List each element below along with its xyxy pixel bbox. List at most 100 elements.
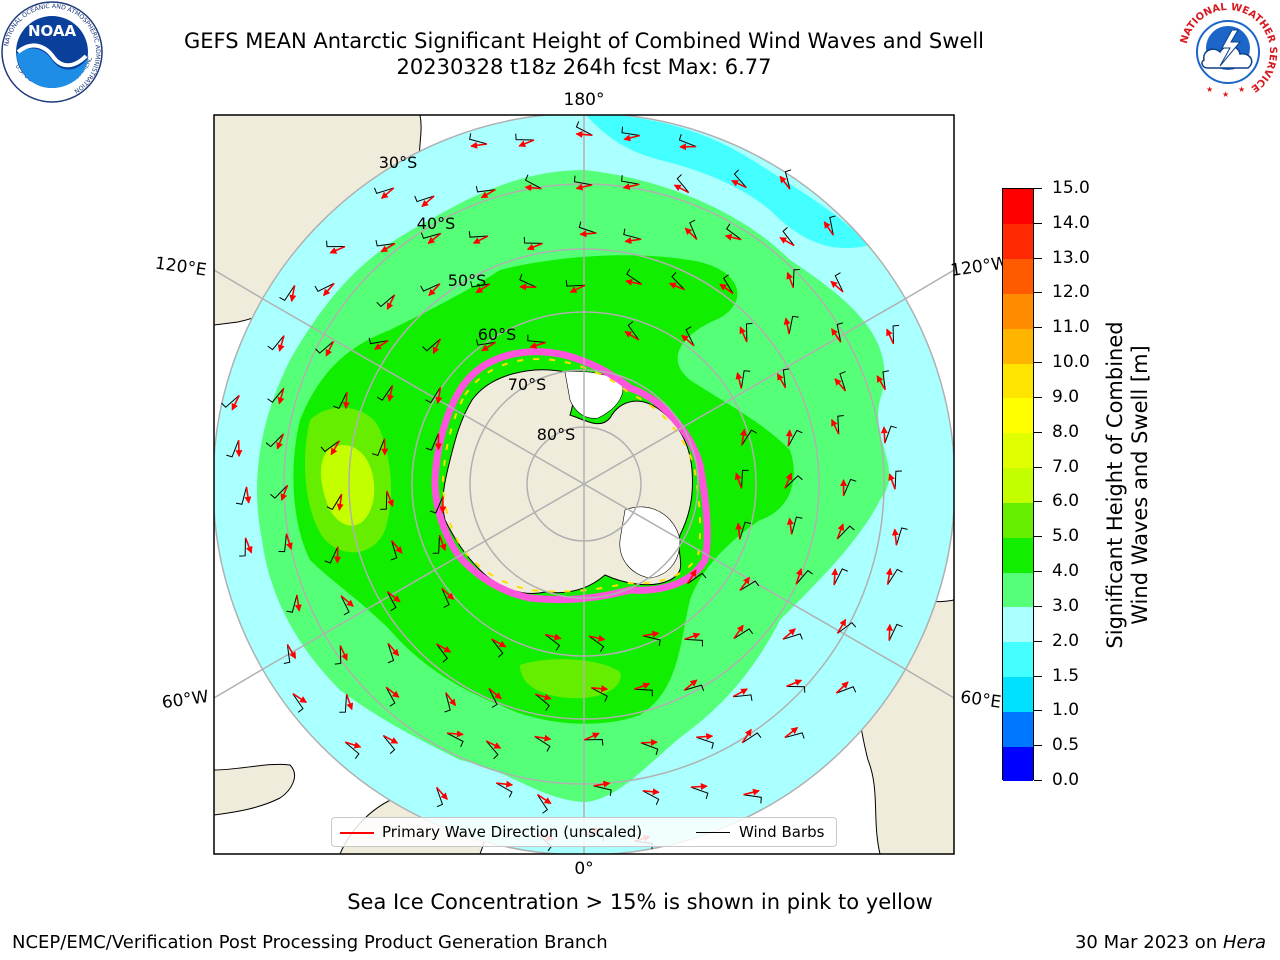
wave-direction-arrow bbox=[544, 633, 562, 641]
wave-direction-arrow bbox=[583, 732, 600, 741]
wave-direction-arrow bbox=[739, 428, 747, 446]
wind-barb bbox=[446, 732, 464, 748]
colorbar-tick-label: 1.0 bbox=[1052, 700, 1080, 721]
wind-barb bbox=[626, 268, 643, 285]
wind-barb bbox=[678, 134, 697, 148]
wind-barb bbox=[782, 226, 795, 246]
wind-barb bbox=[684, 684, 705, 691]
wave-direction-arrow bbox=[719, 283, 734, 295]
colorbar-tick bbox=[1034, 675, 1042, 677]
wave-direction-arrow bbox=[885, 567, 893, 585]
wave-direction-arrow bbox=[496, 780, 514, 788]
wave-direction-arrow bbox=[277, 335, 285, 352]
wave-direction-arrow bbox=[686, 569, 697, 585]
wave-direction-arrow bbox=[344, 741, 362, 749]
wave-direction-arrow bbox=[386, 490, 394, 508]
wind-barb bbox=[843, 478, 857, 497]
footer-credit: NCEP/EMC/Verification Post Processing Pr… bbox=[12, 932, 608, 953]
map-title-line1: GEFS MEAN Antarctic Significant Height o… bbox=[183, 29, 985, 53]
wave-direction-arrow bbox=[329, 245, 346, 254]
wind-barb bbox=[671, 271, 685, 291]
wave-direction-arrow bbox=[491, 638, 507, 648]
wind-barb bbox=[444, 692, 451, 713]
colorbar-tick bbox=[1034, 536, 1042, 538]
wave-direction-arrow bbox=[575, 183, 593, 191]
wave-direction-arrow bbox=[624, 330, 640, 341]
colorbar-segment bbox=[1003, 711, 1033, 747]
wind-barb bbox=[786, 685, 806, 693]
footer-date: 30 Mar 2023 on Hera bbox=[1075, 932, 1266, 953]
wave-direction-arrow bbox=[385, 686, 400, 698]
wind-barb bbox=[265, 433, 284, 448]
wave-direction-arrow bbox=[891, 528, 899, 546]
wind-barb bbox=[425, 433, 439, 451]
wave-direction-arrow bbox=[830, 280, 844, 293]
colorbar-tick bbox=[1034, 431, 1042, 433]
wind-barb bbox=[267, 387, 285, 403]
wind-barb bbox=[739, 580, 760, 591]
wind-barb bbox=[588, 635, 605, 652]
colorbar-tick bbox=[1034, 327, 1042, 329]
wind-barb bbox=[221, 394, 240, 408]
lon-label-60e: 60°W bbox=[161, 687, 210, 713]
graticule bbox=[214, 115, 954, 854]
wind-barb bbox=[836, 525, 855, 540]
lon-label-0: 0° bbox=[574, 859, 593, 879]
wave-direction-arrow bbox=[244, 486, 252, 504]
wave-direction-arrow bbox=[739, 576, 750, 591]
map-legend: Primary Wave Direction (unscaled) Wind B… bbox=[331, 817, 837, 847]
colorbar-segment bbox=[1003, 572, 1033, 608]
sea-ice-note: Sea Ice Concentration > 15% is shown in … bbox=[347, 890, 933, 914]
wind-barb bbox=[292, 693, 304, 713]
wind-barb bbox=[333, 392, 348, 410]
colorbar-tick bbox=[1034, 362, 1042, 364]
wind-barb bbox=[743, 794, 762, 804]
colorbar-tick-label: 0.5 bbox=[1052, 735, 1080, 756]
wave-direction-arrow bbox=[427, 232, 442, 244]
colorbar-tick-label: 12.0 bbox=[1052, 282, 1090, 303]
sea-ice-edge-yellow bbox=[441, 358, 702, 593]
colorbar-segment bbox=[1003, 746, 1033, 782]
lat-label-50s: 50°S bbox=[448, 271, 487, 290]
wave-direction-arrow bbox=[690, 783, 708, 791]
wind-barb bbox=[685, 326, 695, 347]
wave-direction-arrow bbox=[731, 179, 747, 189]
wind-barb bbox=[792, 269, 800, 288]
wave-direction-arrow bbox=[387, 385, 394, 403]
wave-direction-arrow bbox=[779, 237, 795, 247]
wind-barb bbox=[523, 236, 543, 244]
wave-direction-arrow bbox=[888, 473, 896, 490]
lon-label-120e: 120°E bbox=[154, 254, 208, 281]
colorbar-segment bbox=[1003, 432, 1033, 469]
wind-barb bbox=[279, 285, 296, 302]
wave-direction-arrow bbox=[741, 728, 752, 744]
wind-barb bbox=[340, 595, 350, 616]
wind-barb bbox=[385, 686, 396, 707]
wind-barb bbox=[623, 228, 642, 240]
wave-direction-arrow bbox=[681, 334, 695, 347]
wind-barb bbox=[689, 219, 698, 240]
wind-barb bbox=[621, 175, 640, 185]
colorbar-segment bbox=[1003, 467, 1033, 503]
wave-direction-arrow bbox=[735, 522, 743, 540]
wind-barb bbox=[887, 568, 903, 585]
colorbar-segment bbox=[1003, 293, 1033, 329]
wind-barb bbox=[267, 335, 285, 351]
colorbar-tick-label: 8.0 bbox=[1052, 421, 1080, 442]
wave-direction-arrow bbox=[380, 242, 396, 253]
colorbar-tick-label: 11.0 bbox=[1052, 317, 1090, 338]
wind-barb bbox=[469, 133, 488, 145]
wind-barb bbox=[788, 315, 799, 335]
wave-direction-arrow bbox=[835, 681, 849, 694]
wind-barb bbox=[591, 687, 608, 702]
wave-direction-arrow bbox=[280, 484, 289, 502]
wind-barb bbox=[344, 741, 360, 759]
wind-barb bbox=[283, 644, 291, 664]
wave-direction-arrow bbox=[734, 472, 743, 489]
wind-barb bbox=[326, 493, 343, 511]
wave-direction-arrow bbox=[446, 730, 464, 738]
colorbar-tick bbox=[1034, 745, 1042, 747]
wave-direction-arrow bbox=[428, 283, 441, 297]
wave-direction-arrow bbox=[524, 184, 542, 192]
wind-barb bbox=[894, 470, 902, 490]
